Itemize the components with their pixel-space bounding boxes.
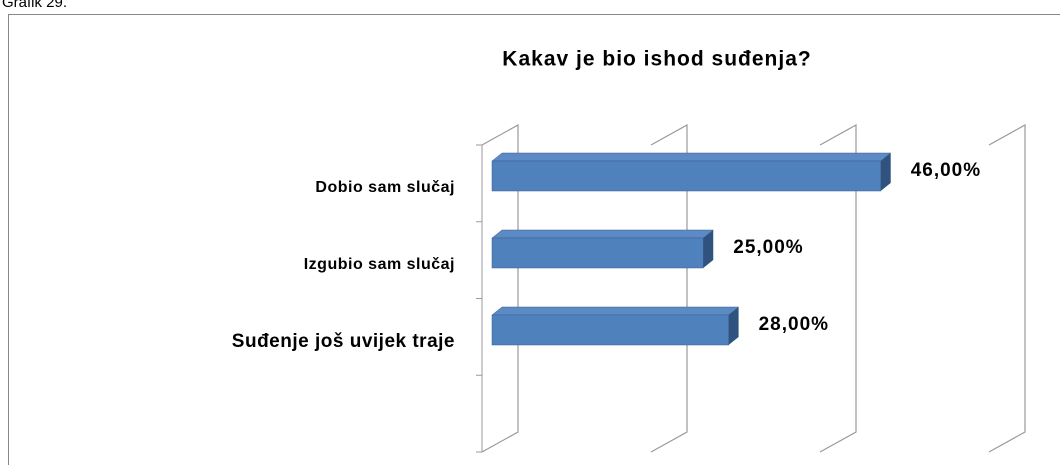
grid-line [988, 123, 1026, 453]
category-label: Suđenje još uvijek traje [232, 331, 455, 352]
bar [491, 237, 704, 269]
category-label: Dobio sam slučaj [315, 179, 455, 196]
bar-top [491, 152, 892, 162]
bar-top [491, 229, 714, 239]
chart-title: Kakav je bio ishod suđenja? [502, 48, 811, 71]
chart-frame [8, 14, 1060, 465]
bar [491, 314, 729, 346]
bar [491, 160, 881, 192]
category-label: Izgubio sam slučaj [304, 256, 455, 273]
caption: Grafik 29. [2, 0, 67, 11]
bar-side [703, 230, 714, 268]
value-label: 25,00% [733, 237, 803, 258]
grid-line [650, 123, 688, 453]
grid-line [481, 123, 519, 453]
grid-line [819, 123, 857, 453]
bar-side [728, 307, 739, 345]
bar-side [880, 153, 891, 191]
bar-top [491, 306, 740, 316]
value-label: 28,00% [759, 314, 829, 335]
value-label: 46,00% [911, 160, 981, 181]
